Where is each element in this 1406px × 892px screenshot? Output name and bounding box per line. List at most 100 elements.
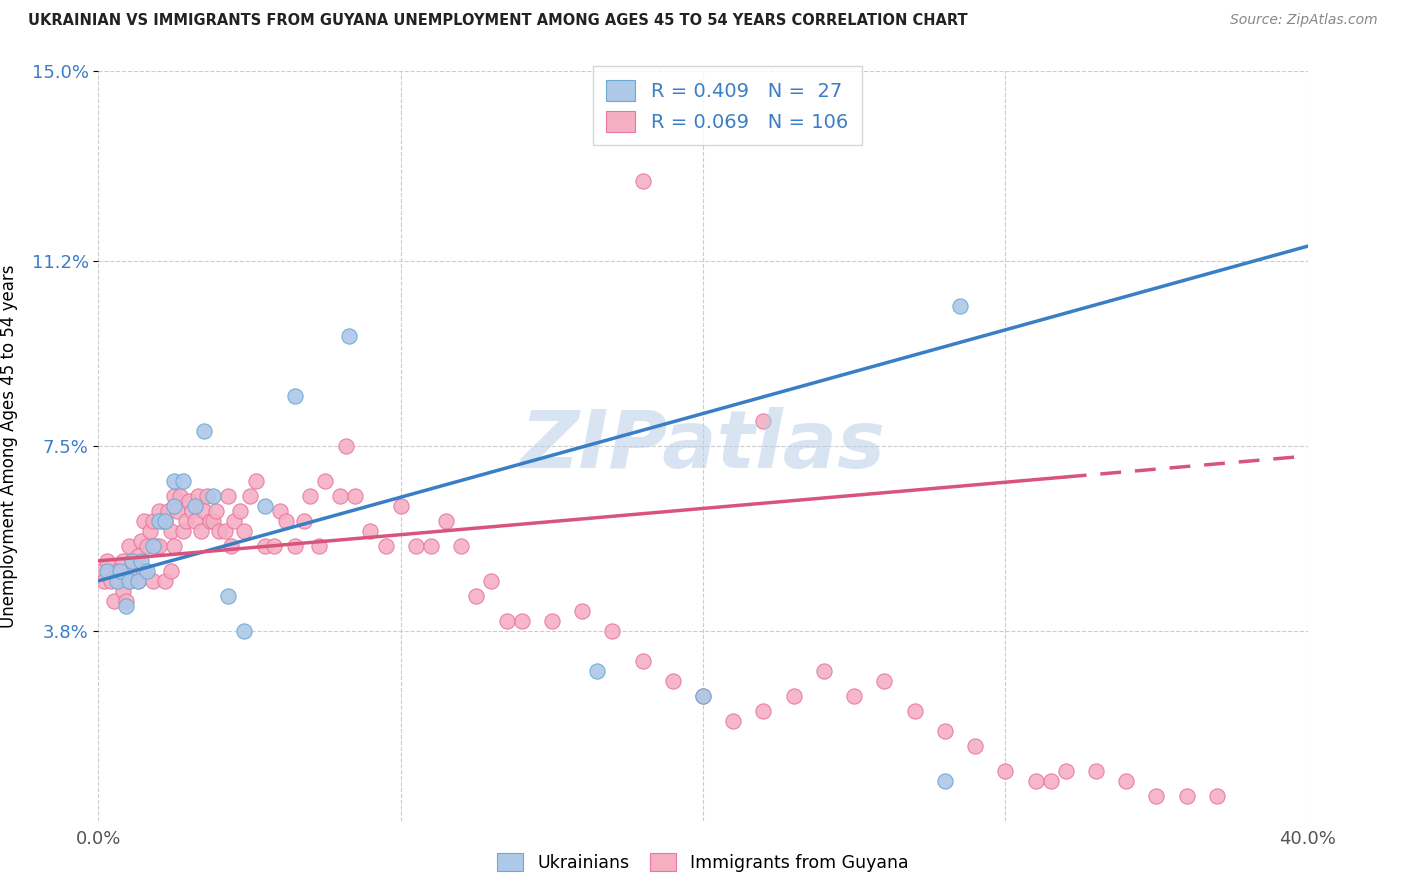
Point bbox=[374, 539, 396, 553]
Point bbox=[253, 499, 276, 513]
Point bbox=[111, 554, 134, 568]
Point bbox=[135, 539, 157, 553]
Point bbox=[389, 499, 412, 513]
Point bbox=[127, 549, 149, 563]
Point bbox=[172, 474, 194, 488]
Point bbox=[100, 574, 122, 588]
Point bbox=[269, 504, 291, 518]
Point bbox=[631, 174, 654, 188]
Point bbox=[163, 474, 186, 488]
Point bbox=[284, 389, 307, 403]
Point bbox=[202, 514, 225, 528]
Point bbox=[153, 514, 176, 528]
Point bbox=[495, 614, 517, 628]
Point bbox=[124, 564, 146, 578]
Point bbox=[184, 499, 207, 513]
Point bbox=[121, 554, 143, 568]
Point bbox=[586, 664, 609, 678]
Point bbox=[602, 624, 624, 638]
Point bbox=[148, 504, 170, 518]
Point bbox=[813, 664, 835, 678]
Point bbox=[465, 589, 488, 603]
Point bbox=[172, 524, 194, 538]
Point bbox=[245, 474, 267, 488]
Point bbox=[148, 514, 170, 528]
Point bbox=[308, 539, 330, 553]
Point bbox=[337, 329, 360, 343]
Point bbox=[217, 489, 239, 503]
Point bbox=[181, 504, 204, 518]
Point bbox=[169, 489, 191, 503]
Point bbox=[200, 514, 222, 528]
Point bbox=[253, 539, 276, 553]
Point bbox=[450, 539, 472, 553]
Point bbox=[284, 539, 307, 553]
Point bbox=[163, 489, 186, 503]
Point bbox=[150, 514, 173, 528]
Point bbox=[132, 514, 155, 528]
Point bbox=[405, 539, 427, 553]
Point bbox=[1175, 789, 1198, 803]
Point bbox=[121, 554, 143, 568]
Point bbox=[193, 424, 215, 438]
Point bbox=[481, 574, 503, 588]
Point bbox=[510, 614, 533, 628]
Point bbox=[135, 564, 157, 578]
Point bbox=[195, 489, 218, 503]
Point bbox=[1115, 773, 1137, 788]
Point bbox=[904, 704, 927, 718]
Point bbox=[217, 589, 239, 603]
Point bbox=[190, 524, 212, 538]
Point bbox=[263, 539, 285, 553]
Point bbox=[229, 504, 252, 518]
Point bbox=[540, 614, 562, 628]
Point bbox=[1144, 789, 1167, 803]
Point bbox=[127, 574, 149, 588]
Point bbox=[163, 539, 186, 553]
Point bbox=[844, 689, 866, 703]
Point bbox=[156, 504, 179, 518]
Point bbox=[692, 689, 714, 703]
Point bbox=[108, 574, 131, 588]
Point bbox=[224, 514, 246, 528]
Point bbox=[111, 583, 134, 598]
Point bbox=[142, 514, 165, 528]
Point bbox=[232, 624, 254, 638]
Text: ZIPatlas: ZIPatlas bbox=[520, 407, 886, 485]
Point bbox=[90, 564, 112, 578]
Point bbox=[96, 564, 118, 578]
Point bbox=[205, 504, 228, 518]
Point bbox=[1054, 764, 1077, 778]
Point bbox=[329, 489, 352, 503]
Legend: R = 0.409   N =  27, R = 0.069   N = 106: R = 0.409 N = 27, R = 0.069 N = 106 bbox=[592, 66, 862, 145]
Point bbox=[114, 599, 136, 613]
Point bbox=[965, 739, 987, 753]
Point bbox=[132, 564, 155, 578]
Point bbox=[153, 574, 176, 588]
Point bbox=[994, 764, 1017, 778]
Point bbox=[631, 654, 654, 668]
Point bbox=[184, 514, 207, 528]
Point bbox=[187, 489, 209, 503]
Point bbox=[163, 499, 186, 513]
Point bbox=[292, 514, 315, 528]
Point bbox=[118, 574, 141, 588]
Point bbox=[118, 539, 141, 553]
Point bbox=[314, 474, 336, 488]
Point bbox=[661, 673, 683, 688]
Y-axis label: Unemployment Among Ages 45 to 54 years: Unemployment Among Ages 45 to 54 years bbox=[0, 264, 18, 628]
Point bbox=[129, 533, 152, 548]
Point bbox=[127, 574, 149, 588]
Point bbox=[692, 689, 714, 703]
Point bbox=[105, 574, 128, 588]
Text: Source: ZipAtlas.com: Source: ZipAtlas.com bbox=[1230, 13, 1378, 28]
Point bbox=[299, 489, 322, 503]
Point bbox=[783, 689, 806, 703]
Point bbox=[153, 514, 176, 528]
Point bbox=[142, 574, 165, 588]
Point bbox=[232, 524, 254, 538]
Point bbox=[93, 574, 115, 588]
Point bbox=[105, 564, 128, 578]
Text: UKRAINIAN VS IMMIGRANTS FROM GUYANA UNEMPLOYMENT AMONG AGES 45 TO 54 YEARS CORRE: UKRAINIAN VS IMMIGRANTS FROM GUYANA UNEM… bbox=[28, 13, 967, 29]
Point bbox=[752, 414, 775, 428]
